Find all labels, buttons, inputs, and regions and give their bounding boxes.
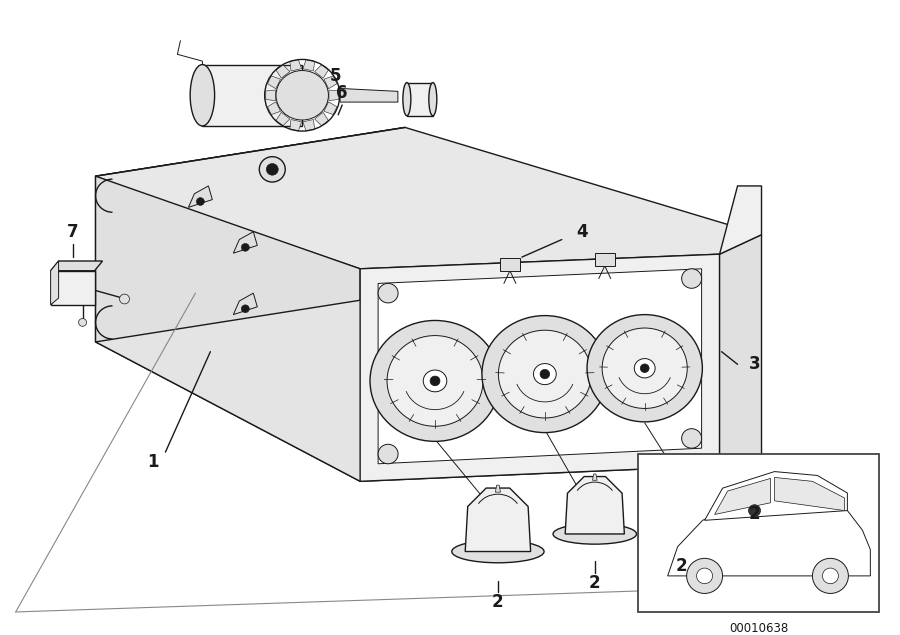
Circle shape <box>823 568 839 584</box>
Text: 7: 7 <box>67 223 78 241</box>
Ellipse shape <box>403 83 411 116</box>
Circle shape <box>681 269 702 288</box>
Polygon shape <box>324 102 337 114</box>
Polygon shape <box>655 466 708 518</box>
Polygon shape <box>95 293 761 481</box>
Polygon shape <box>290 60 302 71</box>
Circle shape <box>378 283 398 303</box>
Polygon shape <box>266 90 275 100</box>
Polygon shape <box>360 254 720 481</box>
Polygon shape <box>705 472 848 520</box>
Ellipse shape <box>602 328 688 408</box>
Text: 2: 2 <box>589 573 600 592</box>
Ellipse shape <box>587 314 702 422</box>
Polygon shape <box>95 128 405 342</box>
Ellipse shape <box>387 335 483 426</box>
Circle shape <box>259 157 285 182</box>
Polygon shape <box>303 119 315 131</box>
Ellipse shape <box>644 508 719 526</box>
Ellipse shape <box>634 359 655 378</box>
Text: 2: 2 <box>749 505 760 523</box>
Polygon shape <box>592 474 597 480</box>
Polygon shape <box>775 478 844 511</box>
Circle shape <box>78 319 86 326</box>
Ellipse shape <box>276 70 328 120</box>
Polygon shape <box>340 88 398 102</box>
Polygon shape <box>233 232 257 253</box>
Polygon shape <box>324 76 337 89</box>
Polygon shape <box>680 464 684 469</box>
Polygon shape <box>328 90 338 100</box>
Polygon shape <box>276 65 290 78</box>
Polygon shape <box>315 65 328 78</box>
Polygon shape <box>465 488 531 552</box>
Circle shape <box>540 370 550 378</box>
Polygon shape <box>276 112 290 126</box>
Circle shape <box>687 558 723 594</box>
Ellipse shape <box>482 316 608 432</box>
Circle shape <box>749 505 760 516</box>
Polygon shape <box>595 253 615 266</box>
Polygon shape <box>720 186 761 254</box>
Circle shape <box>266 163 278 175</box>
Polygon shape <box>95 128 761 269</box>
Text: 1: 1 <box>147 453 158 471</box>
Circle shape <box>430 376 440 385</box>
Polygon shape <box>267 76 281 89</box>
Circle shape <box>640 364 649 373</box>
Polygon shape <box>95 176 360 481</box>
Circle shape <box>241 305 249 312</box>
Text: 5: 5 <box>329 67 341 84</box>
Ellipse shape <box>534 364 556 385</box>
Text: 2: 2 <box>676 557 688 575</box>
Circle shape <box>196 197 204 206</box>
Ellipse shape <box>452 540 544 563</box>
Circle shape <box>241 243 249 251</box>
Polygon shape <box>290 119 302 131</box>
Polygon shape <box>202 65 302 126</box>
Text: 2: 2 <box>492 593 504 612</box>
Polygon shape <box>115 150 390 323</box>
Circle shape <box>378 444 398 464</box>
Text: 3: 3 <box>749 356 760 373</box>
Polygon shape <box>407 83 433 116</box>
Bar <box>638 454 879 612</box>
Polygon shape <box>378 269 702 464</box>
Circle shape <box>697 568 713 584</box>
Ellipse shape <box>423 370 446 392</box>
Text: 00010638: 00010638 <box>729 622 788 635</box>
Ellipse shape <box>428 83 436 116</box>
Polygon shape <box>565 476 625 534</box>
Polygon shape <box>315 112 328 126</box>
Polygon shape <box>188 186 212 208</box>
Polygon shape <box>267 102 281 114</box>
Ellipse shape <box>553 524 636 544</box>
Text: 6: 6 <box>337 84 348 102</box>
Circle shape <box>813 558 849 594</box>
Ellipse shape <box>499 330 591 418</box>
Text: 4: 4 <box>576 223 588 241</box>
Circle shape <box>681 429 702 448</box>
Polygon shape <box>668 498 870 576</box>
Polygon shape <box>715 478 770 514</box>
Polygon shape <box>50 271 94 305</box>
Polygon shape <box>495 485 500 492</box>
Ellipse shape <box>190 65 214 126</box>
Ellipse shape <box>370 321 500 441</box>
Polygon shape <box>720 235 761 465</box>
Polygon shape <box>50 261 58 305</box>
Polygon shape <box>303 60 315 71</box>
Polygon shape <box>50 261 103 271</box>
Polygon shape <box>500 258 520 271</box>
Circle shape <box>120 294 130 304</box>
Polygon shape <box>233 293 257 314</box>
